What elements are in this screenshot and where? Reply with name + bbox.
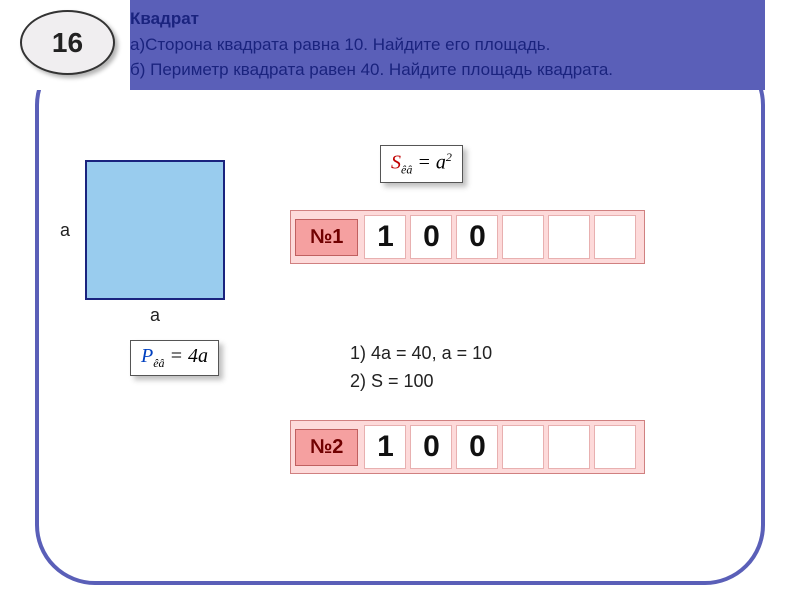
area-subscript: êâ <box>401 163 412 177</box>
problem-line-a: а)Сторона квадрата равна 10. Найдите его… <box>130 32 613 58</box>
answer1-cell: 0 <box>456 215 498 259</box>
side-label-bottom: а <box>150 305 160 326</box>
side-label-left: а <box>60 220 70 241</box>
perim-a: a <box>198 345 208 367</box>
problem-number-badge: 16 <box>20 10 115 75</box>
answer2-cell <box>548 425 590 469</box>
answer2-cell: 0 <box>410 425 452 469</box>
header-text: Квадрат а)Сторона квадрата равна 10. Най… <box>130 6 613 83</box>
problem-title: Квадрат <box>130 6 613 32</box>
answer-label-2: №2 <box>295 429 358 466</box>
answer-cells-2: 1 0 0 <box>364 425 640 469</box>
answer1-cell: 1 <box>364 215 406 259</box>
solution-line-2: 2) S = 100 <box>350 368 492 396</box>
perim-subscript: êâ <box>153 356 164 370</box>
solution-line-1: 1) 4а = 40, а = 10 <box>350 340 492 368</box>
symbol-P: P <box>141 345 153 367</box>
area-formula: Sêâ = a2 <box>380 145 463 183</box>
problem-line-b: б) Периметр квадрата равен 40. Найдите п… <box>130 57 613 83</box>
square-diagram <box>85 160 225 300</box>
main-frame <box>35 45 765 585</box>
answer1-cell: 0 <box>410 215 452 259</box>
answer-strip-1: №1 1 0 0 <box>290 210 645 264</box>
answer-cells-1: 1 0 0 <box>364 215 640 259</box>
perimeter-formula: Pêâ = 4a <box>130 340 219 376</box>
answer2-cell: 0 <box>456 425 498 469</box>
solution-steps: 1) 4а = 40, а = 10 2) S = 100 <box>350 340 492 396</box>
answer2-cell <box>502 425 544 469</box>
area-equals: = <box>412 152 436 174</box>
perim-equals: = 4 <box>165 345 199 367</box>
area-superscript: 2 <box>446 150 452 164</box>
problem-number: 16 <box>52 27 83 59</box>
answer-strip-2: №2 1 0 0 <box>290 420 645 474</box>
answer1-cell <box>502 215 544 259</box>
answer1-cell <box>594 215 636 259</box>
symbol-S: S <box>391 152 401 174</box>
answer2-cell: 1 <box>364 425 406 469</box>
answer-label-1: №1 <box>295 219 358 256</box>
answer1-cell <box>548 215 590 259</box>
area-a: a <box>436 152 446 174</box>
answer2-cell <box>594 425 636 469</box>
